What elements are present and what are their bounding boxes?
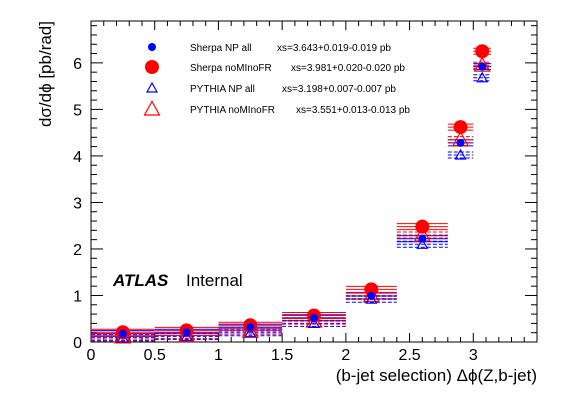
data-point [456,138,465,147]
legend-marker [148,43,156,51]
data-point [453,120,468,135]
data-point [473,56,491,72]
legend-entry-label: PYTHIA noMInoFR [190,105,275,116]
x-tick-label: 0.5 [144,347,166,364]
data-point [475,44,490,59]
y-tick-label: 5 [73,102,82,119]
data-point [178,326,196,343]
legend-entry-label: PYTHIA NP all [190,84,255,95]
data-point [241,322,259,338]
x-tick-label: 3 [469,347,478,364]
legend-xs-value: xs=3.198+0.007-0.007 pb [282,84,396,95]
y-axis-title: dσ/dϕ [pb/rad] [36,21,55,127]
data-point [364,282,379,297]
data-point [180,330,193,342]
legend-entry-label: Sherpa NP all [190,43,252,54]
x-tick-label: 2.5 [398,347,420,364]
legend-marker [145,81,159,93]
y-tick-label: 1 [73,288,82,305]
y-tick-label: 3 [73,195,82,212]
legend-marker [145,60,159,74]
x-tick-label: 1.5 [271,347,293,364]
atlas-status: Internal [186,271,243,290]
legend-xs-value: xs=3.551+0.013-0.013 pb [296,105,410,116]
data-point [114,328,132,344]
legend-marker [143,100,161,116]
x-tick-label: 2 [341,347,350,364]
y-tick-label: 6 [73,56,82,73]
data-point [454,148,467,160]
legend: Sherpa NP all xs=3.643+0.019-0.019 pb Sher… [143,43,410,116]
data-point [416,238,429,249]
x-tick-label: 1 [214,347,223,364]
x-tick-label: 0 [87,347,96,364]
data-point [307,317,321,328]
atlas-label: ATLAS [112,271,169,290]
data-point [365,292,378,304]
legend-entry-label: Sherpa noMInoFR [190,63,272,74]
series-markers [114,44,491,344]
y-tick-label: 2 [73,242,82,259]
data-point [476,71,489,83]
data-point [116,331,129,343]
plot-frame [90,20,538,343]
legend-xs-value: xs=3.643+0.019-0.019 pb [277,43,391,54]
axis-ticks: 0 0.5 1 1.5 2 2.5 3 0 1 2 3 4 5 6 [73,21,537,364]
x-axis-title: (b-jet selection) Δϕ(Z,b-jet) [336,366,537,385]
data-point [244,326,257,338]
y-tick-label: 4 [73,149,82,166]
y-tick-label: 0 [73,335,82,352]
data-point [478,62,487,71]
legend-xs-value: xs=3.981+0.020-0.020 pb [291,63,405,74]
